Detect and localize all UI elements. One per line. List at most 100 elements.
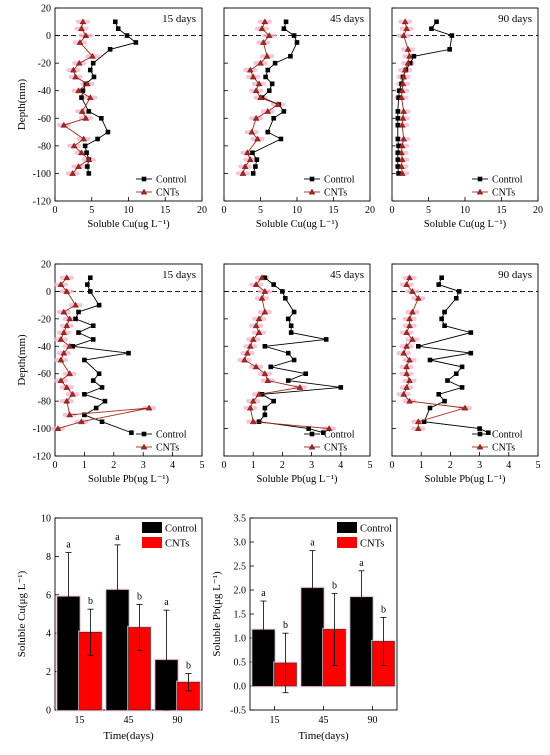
x-tick-label: 3	[141, 460, 146, 471]
control-point	[262, 343, 268, 349]
control-point	[468, 350, 474, 356]
control-point	[265, 129, 271, 135]
x-tick-label: 2	[448, 460, 453, 471]
control-point	[436, 391, 442, 397]
legend-swatch	[337, 537, 357, 548]
legend-marker	[140, 188, 148, 195]
control-point	[262, 405, 268, 411]
y-tick-label: 4	[46, 629, 51, 640]
cnts-point	[409, 288, 416, 294]
y-tick-label: 20	[41, 4, 51, 15]
y-tick-label: 0	[46, 706, 51, 717]
control-point	[395, 136, 401, 142]
cnts-point	[246, 404, 254, 411]
legend-label: Control	[156, 430, 187, 441]
y-tick-label: -100	[33, 424, 51, 435]
panel-label: 45 days	[330, 13, 364, 25]
cnts-point	[60, 308, 68, 315]
significance-letter: b	[332, 580, 337, 591]
plot-frame	[54, 263, 203, 457]
legend-swatch	[337, 522, 357, 533]
legend-label: Control	[156, 175, 187, 186]
y-tick-label: -120	[33, 197, 51, 208]
control-point	[93, 405, 99, 411]
x-tick-label: 10	[124, 205, 134, 216]
cnts-point	[398, 170, 406, 176]
significance-letter: b	[283, 620, 288, 631]
control-point	[421, 419, 427, 425]
y-tick-label: -60	[38, 114, 51, 125]
control-point	[397, 88, 402, 94]
cnts-point	[296, 384, 304, 390]
y-tick-label: -80	[38, 397, 51, 408]
x-tick-label: 15	[329, 205, 339, 216]
panel-label: 15 days	[162, 269, 196, 281]
x-tick-label: 20	[365, 205, 375, 216]
control-point	[115, 26, 121, 31]
legend-marker	[308, 188, 316, 195]
cnts-point	[255, 315, 263, 322]
cnts-point	[72, 301, 79, 308]
control-point	[459, 385, 465, 390]
cnts-point	[398, 94, 405, 101]
cnts-point	[257, 94, 264, 101]
legend-label: CNTs	[324, 443, 347, 454]
legend-label: Control	[165, 524, 197, 535]
legend-label: Control	[324, 175, 355, 186]
legend-label: CNTs	[156, 188, 179, 199]
control-point	[269, 81, 275, 87]
x-tick-label: 3	[477, 460, 482, 471]
y-tick-label: 0	[46, 31, 51, 42]
x-axis-label: Soluble Pb(ug L⁻¹)	[88, 474, 170, 485]
control-point	[99, 385, 105, 390]
cnts-point	[403, 363, 410, 370]
control-point	[395, 157, 401, 162]
cnts-point	[249, 336, 257, 342]
control-point	[80, 88, 86, 94]
x-tick-label: 5	[368, 460, 373, 471]
control-point	[395, 122, 401, 128]
cnts-point	[401, 18, 409, 25]
significance-letter: a	[66, 540, 71, 551]
legend-marker	[141, 176, 147, 182]
x-tick-label: 0	[390, 460, 395, 471]
cnts-point	[406, 52, 413, 59]
cnts-point	[260, 39, 267, 45]
panel-label: 90 days	[498, 269, 532, 281]
significance-letter: a	[359, 558, 364, 569]
cnts-point	[66, 315, 74, 322]
control-point	[447, 47, 452, 52]
cnts-point	[254, 135, 261, 142]
cnts-point	[252, 87, 260, 94]
control-point	[427, 405, 433, 411]
y-tick-label: 8	[46, 552, 51, 563]
cnts-point	[78, 149, 85, 156]
y-tick-label: -20	[38, 314, 51, 325]
control-point	[268, 364, 274, 370]
x-axis-label: Time(days)	[103, 730, 154, 742]
cnts-point	[244, 149, 251, 156]
control-point	[265, 67, 271, 73]
control-point	[395, 115, 401, 121]
x-tick-label: 10	[460, 205, 470, 216]
x-tick-label: 15	[270, 715, 280, 726]
x-tick-label: 3	[309, 460, 314, 471]
x-tick-label: 15	[497, 205, 507, 216]
significance-letter: b	[186, 661, 191, 672]
y-tick-label: 2.0	[234, 586, 247, 597]
control-point	[280, 289, 285, 294]
cnts-point	[258, 25, 266, 32]
x-tick-label: 0	[222, 205, 227, 216]
legend-label: CNTs	[492, 188, 515, 199]
cnts-point	[274, 101, 282, 107]
control-point	[271, 282, 276, 287]
control-point	[291, 357, 297, 363]
x-tick-label: 4	[506, 460, 511, 471]
cnts-point	[57, 356, 65, 363]
control-point	[102, 398, 108, 404]
control-point	[259, 391, 265, 397]
cnts-point	[80, 135, 88, 142]
control-point	[90, 60, 96, 66]
significance-letter: a	[310, 538, 315, 549]
x-tick-label: 90	[173, 715, 183, 726]
